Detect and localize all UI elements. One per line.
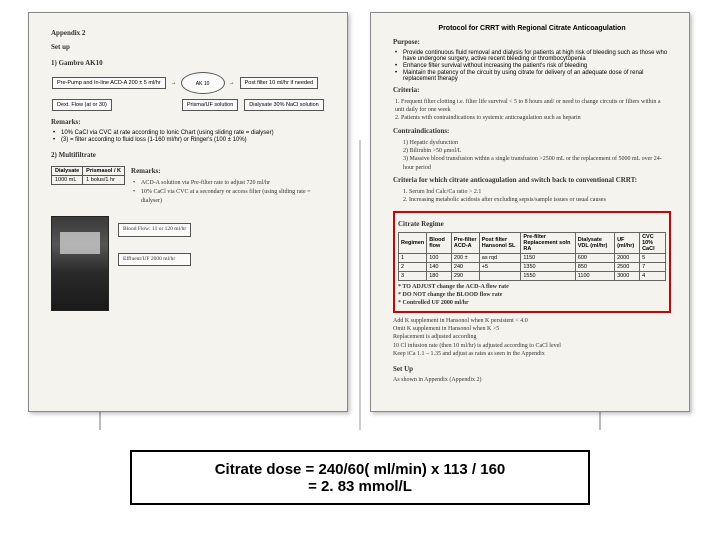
ct-r2c6: 2500 <box>615 262 640 271</box>
setup-line: As shown in Appendix (Appendix 2) <box>393 376 671 384</box>
contra-3: Massive blood transfusion within a singl… <box>403 156 662 170</box>
ct-h6: UF (ml/hr) <box>615 232 640 253</box>
criteria-head: Criteria: <box>393 86 671 96</box>
dialysis-machine-photo <box>51 216 109 311</box>
remark-2: (3) = filter according to fluid loss (1-… <box>61 137 329 143</box>
remarks2-2: 10% CaCl via CVC at a secondary or acces… <box>141 188 329 205</box>
ct-r1c6: 2000 <box>615 253 640 262</box>
setup-head: Set Up <box>393 365 671 375</box>
purpose-2: Enhance filter survival without increasi… <box>403 63 671 69</box>
note-2: * Controlled UF 2000 ml/hr <box>398 299 666 307</box>
post-2: Omit K supplement in Hansonol when K >5 <box>393 325 671 333</box>
ct-r2c3: +5 <box>479 262 521 271</box>
remark-1: 10% CaCl via CVC at rate according to Io… <box>61 130 329 136</box>
ct-r2c1: 140 <box>427 262 452 271</box>
label-effluent: Effluent/UF 2000 ml/hr <box>118 253 191 267</box>
flow-box-prisma: Prisma/UF solution <box>182 99 238 111</box>
ct-r1c0: 1 <box>399 253 427 262</box>
flow-box-postfilter: Post filter 10 ml/hr if needed <box>240 77 318 89</box>
post-3: Replacement is adjusted according <box>393 333 671 341</box>
ct-r2c5: 850 <box>575 262 614 271</box>
post-4: 10 Cl infusion rate (then 10 ml/hr) is a… <box>393 342 671 350</box>
flow-oval-ak10: AK 10 <box>181 72 225 94</box>
remarks2-head: Remarks: <box>131 167 329 177</box>
remarks2-1: ACD-A solution via Pre-filter rate to ad… <box>141 179 329 187</box>
citrate-table: Regimen Blood flow Pre-filter ACD-A Post… <box>398 232 666 281</box>
st-r1c2: 1 bolus/1 hr <box>83 175 125 184</box>
table-head: Citrate Regime <box>398 220 666 230</box>
ct-r3c5: 1100 <box>575 271 614 280</box>
ct-r2c7: 7 <box>640 262 666 271</box>
formula-callout: Citrate dose = 240/60( ml/min) x 113 / 1… <box>130 450 590 505</box>
small-table: DialysatePrismasol / K 1000 mL1 bolus/1 … <box>51 166 125 185</box>
ct-r3c3 <box>479 271 521 280</box>
ct-r1c7: 5 <box>640 253 666 262</box>
ct-r1c1: 100 <box>427 253 452 262</box>
citrate-regime-box: Citrate Regime Regimen Blood flow Pre-fi… <box>393 211 671 313</box>
label-bloodflow: Blood Flow: 11 or 120 ml/hr <box>118 223 191 237</box>
purpose-3: Maintain the patency of the circuit by u… <box>403 70 671 82</box>
contra-2: Bilirubin >50 μmol/L <box>410 148 462 154</box>
ct-r1c2: 200 ± <box>451 253 479 262</box>
machine-row: Blood Flow: 11 or 120 ml/hr Effluent/UF … <box>51 212 329 311</box>
formula-line-2: = 2. 83 mmol/L <box>308 478 412 495</box>
setup-label: Set up <box>51 43 329 53</box>
ct-r2c4: 1350 <box>521 262 575 271</box>
ct-r2c0: 2 <box>399 262 427 271</box>
right-title: Protocol for CRRT with Regional Citrate … <box>393 25 671 32</box>
purpose-1: Provide continuous fluid removal and dia… <box>403 50 671 62</box>
note-1: * DO NOT change the BLOOD flow rate <box>398 291 666 299</box>
flow-row-2: Dext. Flow (at or 30) Prisma/UF solution… <box>51 98 329 112</box>
flow-box-acd: Pre-Pump and In-line ACD-A 200 ± 5 ml/hr <box>52 77 166 89</box>
flow-box-dext: Dext. Flow (at or 30) <box>52 99 112 111</box>
formula-line-1: Citrate dose = 240/60( ml/min) x 113 / 1… <box>215 461 506 478</box>
section1-label: 1) Gambro AK10 <box>51 59 329 69</box>
purpose-head: Purpose: <box>393 38 671 48</box>
ct-r3c1: 180 <box>427 271 452 280</box>
st-h1: Dialysate <box>52 166 83 175</box>
ct-r3c7: 4 <box>640 271 666 280</box>
slide: Appendix 2 Set up 1) Gambro AK10 Pre-Pum… <box>0 0 720 540</box>
st-r1c1: 1000 mL <box>52 175 83 184</box>
section2-row: DialysatePrismasol / K 1000 mL1 bolus/1 … <box>51 163 329 206</box>
left-document: Appendix 2 Set up 1) Gambro AK10 Pre-Pum… <box>28 12 348 412</box>
criteria-2: Patients with contraindications to syste… <box>401 115 581 121</box>
remarks-head: Remarks: <box>51 118 329 128</box>
ct-h3: Post filter Hansonol SL <box>479 232 521 253</box>
ct-r3c4: 1550 <box>521 271 575 280</box>
ct-r3c2: 290 <box>451 271 479 280</box>
ct-r1c4: 1150 <box>521 253 575 262</box>
post-5: Keep iCa 1.1 – 1.35 and adjust as rates … <box>393 350 671 358</box>
note-0: * TO ADJUST change the ACD-A flow rate <box>398 283 666 291</box>
ct-h5: Dialysate VDL (ml/hr) <box>575 232 614 253</box>
ct-h2: Pre-filter ACD-A <box>451 232 479 253</box>
stop-1: Serum Ind Calc/Ca ratio > 2.1 <box>409 189 481 195</box>
ct-r1c3: as rqd <box>479 253 521 262</box>
ct-r3c0: 3 <box>399 271 427 280</box>
appendix-label: Appendix 2 <box>51 29 329 39</box>
stop-2: Increasing metabolic acidosis after excl… <box>409 197 606 203</box>
contra-head: Contraindications: <box>393 127 671 137</box>
flow-row-1: Pre-Pump and In-line ACD-A 200 ± 5 ml/hr… <box>51 72 329 94</box>
criteria-1: Frequent filter clotting i.e. filter lif… <box>395 99 660 113</box>
right-document: Protocol for CRRT with Regional Citrate … <box>370 12 690 412</box>
flow-box-dialysate: Dialysate 30% NaCl solution <box>244 99 323 111</box>
stop-head: Criteria for which citrate anticoagulati… <box>393 176 671 186</box>
section2-label: 2) Multifiltrate <box>51 151 329 161</box>
ct-r3c6: 3000 <box>615 271 640 280</box>
ct-h1: Blood flow <box>427 232 452 253</box>
contra-1: Hepatic dysfunction <box>410 140 459 146</box>
st-h2: Prismasol / K <box>83 166 125 175</box>
ct-h7: CVC 10% CaCl <box>640 232 666 253</box>
post-1: Add K supplement in Hansonol when K pers… <box>393 317 671 325</box>
ct-h0: Regimen <box>399 232 427 253</box>
ct-r2c2: 240 <box>451 262 479 271</box>
ct-r1c5: 600 <box>575 253 614 262</box>
ct-h4: Pre-filter Replacement soln RA <box>521 232 575 253</box>
